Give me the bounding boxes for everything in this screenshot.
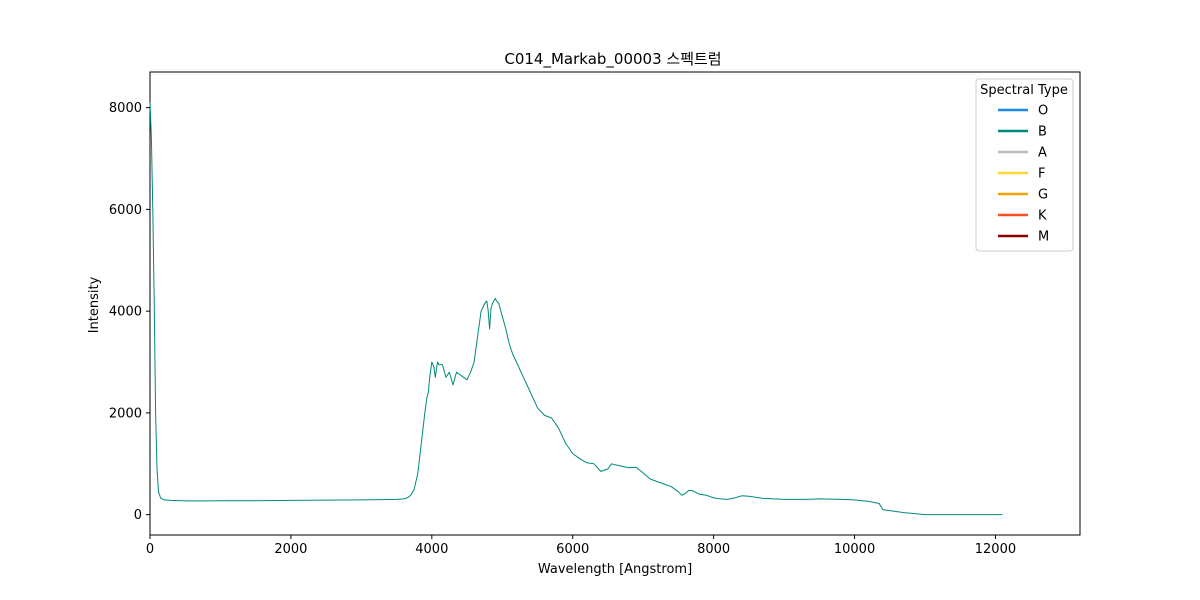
axes-frame xyxy=(149,71,1081,536)
legend-label-b: B xyxy=(1038,125,1047,140)
plot-area: 0 2000 4000 6000 8000 10000 12000 0 2000 4000 600… xyxy=(109,71,1081,557)
series-layer xyxy=(149,102,1003,516)
y-tick-label: 4000 xyxy=(109,305,142,320)
x-tick-label: 4000 xyxy=(415,542,448,557)
legend-label-f: F xyxy=(1038,167,1045,182)
x-axis-label: Wavelength [Angstrom] xyxy=(538,562,692,577)
x-tick-label: 8000 xyxy=(697,542,730,557)
y-tick-label: 8000 xyxy=(109,101,142,116)
x-axis-ticks: 0 2000 4000 6000 8000 10000 12000 xyxy=(146,535,1016,557)
legend-label-o: O xyxy=(1038,104,1048,119)
x-tick-label: 2000 xyxy=(274,542,307,557)
legend-title: Spectral Type xyxy=(980,83,1068,98)
chart-title: C014_Markab_00003 스펙트럼 xyxy=(504,50,721,69)
legend-label-g: G xyxy=(1038,188,1048,203)
y-tick-label: 2000 xyxy=(109,406,142,421)
legend-box xyxy=(975,78,1074,252)
legend-label-a: A xyxy=(1038,146,1047,161)
spectrum-line-0 xyxy=(149,102,1003,516)
y-tick-label: 0 xyxy=(134,508,142,523)
x-tick-label: 10000 xyxy=(834,542,875,557)
y-axis-label: Intensity xyxy=(87,276,102,333)
legend-label-k: K xyxy=(1038,209,1047,224)
legend-label-m: M xyxy=(1038,230,1049,245)
x-tick-label: 12000 xyxy=(975,542,1016,557)
x-tick-label: 0 xyxy=(146,542,154,557)
y-tick-label: 6000 xyxy=(109,203,142,218)
x-tick-label: 6000 xyxy=(556,542,589,557)
y-axis-ticks: 0 2000 4000 6000 8000 xyxy=(109,101,150,523)
